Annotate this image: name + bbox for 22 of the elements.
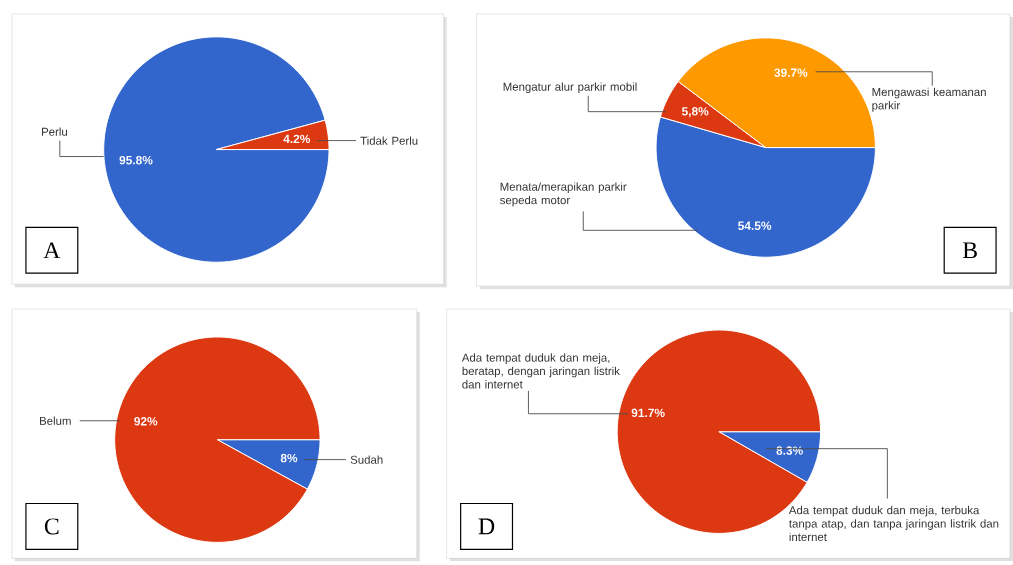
text: B: [962, 242, 977, 258]
data-label: 54.5%: [738, 221, 772, 230]
data-label: 8%: [280, 453, 298, 463]
data-label: 8.3%: [776, 446, 803, 455]
slice-label: Perlu: [42, 127, 67, 136]
text: D: [478, 518, 495, 535]
slice-label: Tidak Perlu: [360, 136, 418, 145]
data-label: 91.7%: [631, 408, 665, 417]
slice-label: Mengatur alur parkir mobil: [503, 82, 637, 93]
slice-label: Mengawasi keamanan parkir: [872, 87, 986, 112]
data-label: 95.8%: [119, 155, 153, 165]
slice-label: Sudah: [350, 455, 383, 464]
slice-label: Menata/merapikan parkir sepeda motor: [500, 182, 627, 207]
data-label: 5,8%: [681, 106, 709, 118]
text: A: [43, 242, 61, 258]
slice-label: Belum: [40, 416, 71, 425]
data-label: 39.7%: [774, 68, 808, 77]
data-label: 92%: [134, 416, 158, 426]
data-label: 4.2%: [283, 134, 311, 143]
slice-label: Ada tempat duduk dan meja, beratap, dengan jaringan listrik dan internet: [461, 353, 620, 389]
text: C: [44, 518, 59, 535]
slice-label: Ada tempat duduk dan meja, terbuka tanpa atap, dan tanpa jaringan listrik dan internet: [788, 505, 999, 541]
